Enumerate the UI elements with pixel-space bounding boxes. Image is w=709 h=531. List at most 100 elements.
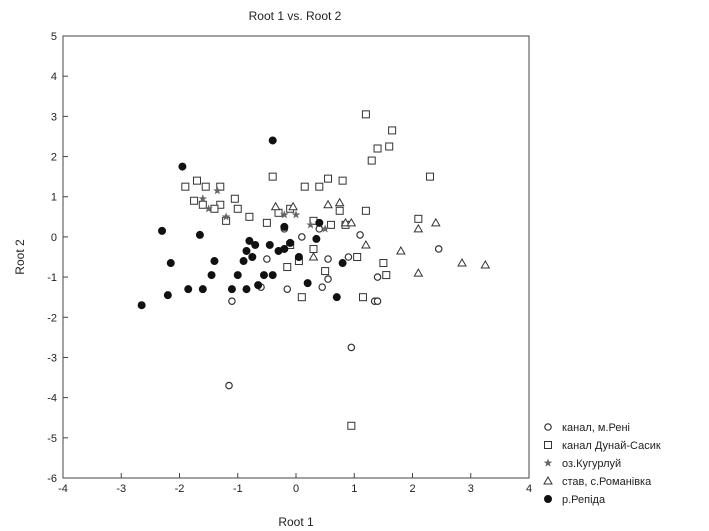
data-point [379, 259, 388, 268]
y-tick-label: 0 [51, 232, 57, 244]
y-axis: -6 -5 -4 -3 -2 -1 0 1 2 3 4 5 [47, 31, 68, 485]
data-point [306, 220, 315, 229]
data-point [239, 257, 248, 266]
data-point [198, 285, 207, 294]
data-point [382, 271, 391, 280]
data-point [288, 201, 298, 211]
data-point [233, 271, 242, 280]
data-point [425, 172, 434, 181]
data-point [326, 220, 335, 229]
x-tick-label: -4 [58, 483, 68, 495]
chart-title: Root 1 vs. Root 2 [249, 9, 342, 23]
data-point [280, 222, 289, 231]
data-point [228, 297, 236, 306]
data-point [303, 279, 312, 288]
data-point [315, 182, 324, 191]
data-point [324, 275, 332, 283]
y-tick-label: -4 [47, 393, 57, 405]
y-tick-label: -6 [47, 473, 57, 485]
data-point [227, 285, 236, 294]
data-point [413, 268, 424, 277]
data-point [300, 182, 309, 191]
legend-label: р.Репіда [562, 494, 606, 506]
data-point [137, 301, 146, 310]
data-point [356, 231, 364, 239]
data-point [268, 172, 277, 181]
data-point [346, 217, 357, 227]
y-tick-label: 3 [51, 111, 57, 123]
data-point [414, 214, 423, 223]
y-tick-label: -3 [47, 352, 57, 364]
data-point [457, 258, 467, 267]
data-point [318, 283, 327, 291]
data-point [280, 210, 289, 219]
legend-label: оз.Кугурлуй [562, 458, 621, 470]
x-axis-label: Root 1 [278, 515, 314, 529]
data-point [358, 293, 367, 302]
data-point [268, 136, 277, 145]
data-point [297, 293, 306, 302]
data-point [221, 212, 231, 221]
data-point [198, 200, 207, 209]
data-point [388, 126, 397, 135]
data-point [192, 176, 201, 185]
data-point [198, 194, 208, 203]
data-point [225, 381, 233, 390]
y-tick-label: 4 [51, 71, 57, 83]
data-point [195, 230, 204, 239]
data-point [298, 233, 306, 241]
data-point [373, 297, 382, 306]
x-tick-label: -2 [175, 483, 185, 495]
data-point [308, 251, 319, 261]
legend-label: канал Дунай-Сасик [562, 440, 661, 452]
data-point [207, 271, 216, 280]
legend: канал, м.Рені канал Дунай-Сасик оз.Кугурлу… [543, 422, 661, 506]
legend-marker [544, 423, 552, 431]
data-point [248, 252, 257, 261]
data-point [263, 255, 271, 263]
legend-marker [544, 441, 552, 449]
data-point [430, 217, 441, 227]
data-point [242, 285, 251, 294]
data-point [361, 206, 370, 215]
data-point [480, 260, 491, 269]
data-point [210, 257, 219, 266]
data-point [230, 194, 239, 203]
data-point [283, 263, 292, 272]
data-point [245, 236, 254, 245]
x-tick-label: 1 [351, 483, 357, 495]
x-tick-label: -3 [116, 483, 126, 495]
data-point [233, 204, 242, 213]
data-point [254, 281, 263, 290]
y-tick-label: -1 [47, 272, 57, 284]
data-point [259, 271, 268, 280]
data-point [178, 162, 187, 171]
data-point [294, 252, 303, 261]
data-point [315, 218, 324, 227]
data-point [323, 199, 333, 209]
y-tick-label: 1 [51, 192, 57, 204]
data-point [184, 285, 193, 294]
data-point [373, 273, 382, 281]
data-point [361, 110, 370, 119]
data-point [320, 224, 330, 233]
data-point [373, 144, 382, 153]
data-point [434, 245, 443, 253]
data-point [334, 197, 345, 207]
y-axis-label: Root 2 [13, 239, 27, 275]
data-point [251, 240, 260, 249]
data-point [286, 238, 295, 247]
data-point [216, 200, 225, 209]
data-point [204, 204, 213, 213]
data-point [340, 217, 351, 227]
data-point [190, 196, 199, 205]
data-point [283, 285, 292, 293]
data-point [321, 267, 330, 276]
legend-label: став, с.Романівка [562, 476, 652, 488]
x-axis: -4 -3 -2 -1 0 1 2 3 4 [58, 473, 532, 495]
x-tick-label: 4 [526, 483, 532, 495]
data-point [274, 208, 283, 217]
data-point [163, 291, 172, 300]
data-point [344, 253, 353, 261]
